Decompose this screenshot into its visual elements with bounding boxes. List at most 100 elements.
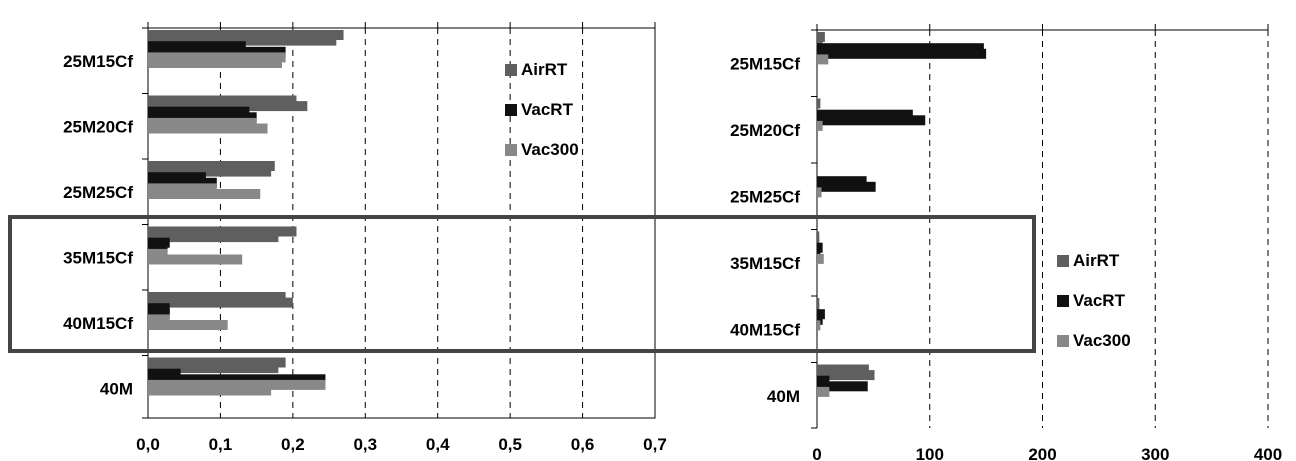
legend-label: AirRT <box>1073 251 1120 270</box>
bar-Vac300 <box>148 123 268 134</box>
x-tick-label: 400 <box>1254 445 1282 461</box>
bar-Vac300 <box>148 320 228 330</box>
bar-AirRT <box>817 303 820 314</box>
bar-Vac300 <box>817 320 821 331</box>
bar-Vac300 <box>817 54 829 65</box>
bar-VacRT <box>148 41 246 52</box>
bar-Vac300 <box>148 189 261 199</box>
plot-frame <box>147 27 656 419</box>
legend-swatch <box>505 104 517 116</box>
legend-label: VacRT <box>1073 291 1126 310</box>
bar-VacRT <box>817 309 825 320</box>
bar-VacRT <box>148 368 181 379</box>
bar-AirRT <box>148 166 272 177</box>
legend: AirRT VacRT Vac300 <box>1057 251 1131 350</box>
bar-AirRT <box>817 37 823 48</box>
x-tick-label: 0,5 <box>498 435 522 454</box>
bar-AirRT <box>148 292 286 302</box>
bar-VacRT <box>817 115 926 126</box>
bar-AirRT <box>817 32 825 42</box>
bar-Vac300 <box>148 314 170 325</box>
bar-VacRT <box>817 248 821 259</box>
category-label: 25M25Cf <box>63 183 133 202</box>
bar-VacRT <box>148 303 170 314</box>
bar-Vac300 <box>817 120 823 131</box>
bar-VacRT <box>817 381 868 392</box>
bar-AirRT <box>148 95 297 106</box>
bar-AirRT <box>817 298 820 308</box>
chart-panel-1: 0,0 0,1 0,2 0,3 0,4 0,5 0,6 0,7 25M15Cf 25M20Cf 25… <box>63 22 667 454</box>
category-label: 35M15Cf <box>63 248 133 267</box>
x-tick-label: 0,3 <box>353 435 377 454</box>
bar-AirRT <box>148 297 293 308</box>
bar-Vac300 <box>817 253 824 264</box>
bar-AirRT <box>148 357 286 368</box>
bar-AirRT <box>817 231 820 242</box>
bar-Vac300 <box>817 187 822 198</box>
x-tick-label: 100 <box>916 445 944 461</box>
bar-Vac300 <box>148 117 257 128</box>
bar-AirRT <box>148 226 297 237</box>
bar-AirRT <box>148 30 344 40</box>
x-tick-label: 0,1 <box>209 435 233 454</box>
bar-VacRT <box>817 109 913 120</box>
bar-VacRT <box>148 374 326 385</box>
highlight-box <box>8 215 1036 353</box>
legend-label: VacRT <box>521 100 574 119</box>
x-tick-label: 0,6 <box>571 435 595 454</box>
bar-AirRT <box>817 370 875 381</box>
category-label: 35M15Cf <box>730 254 800 273</box>
category-label: 25M15Cf <box>730 54 800 73</box>
x-tick-label: 0,0 <box>136 435 160 454</box>
legend-label: AirRT <box>521 60 568 79</box>
legend-swatch <box>1057 335 1069 347</box>
x-tick-label: 0 <box>812 445 821 461</box>
bar-VacRT <box>148 308 170 319</box>
bar-VacRT <box>148 106 250 117</box>
category-label: 25M15Cf <box>63 52 133 71</box>
bar-VacRT <box>148 112 257 123</box>
legend-swatch <box>505 64 517 76</box>
bar-AirRT <box>817 237 820 248</box>
bar-VacRT <box>817 314 823 325</box>
bar-VacRT <box>148 243 168 254</box>
bar-Vac300 <box>148 52 286 63</box>
bar-VacRT <box>148 172 206 183</box>
bar-VacRT <box>817 242 823 253</box>
x-tick-label: 0,2 <box>281 435 305 454</box>
bar-VacRT <box>148 177 217 188</box>
category-label: 40M <box>100 379 133 398</box>
category-label: 25M20Cf <box>63 117 133 136</box>
category-label: 25M20Cf <box>730 121 800 140</box>
bar-AirRT <box>148 101 308 112</box>
legend: AirRT VacRT Vac300 <box>505 60 579 159</box>
legend-swatch <box>1057 255 1069 267</box>
x-tick-label: 0,4 <box>426 435 450 454</box>
bar-Vac300 <box>148 254 243 265</box>
bar-AirRT <box>817 364 869 375</box>
bar-Vac300 <box>148 379 326 390</box>
bar-VacRT <box>817 375 830 386</box>
x-tick-label: 0,7 <box>643 435 667 454</box>
bar-VacRT <box>817 43 984 54</box>
category-label: 25M25Cf <box>730 187 800 206</box>
legend-swatch <box>1057 295 1069 307</box>
legend-swatch <box>505 144 517 156</box>
legend-label: Vac300 <box>521 140 579 159</box>
bar-Vac300 <box>817 386 830 397</box>
bar-AirRT <box>148 161 275 171</box>
bar-Vac300 <box>148 58 282 68</box>
chart-panel-2: 0 100 200 300 400 25M15Cf 25M20Cf 25M25Cf 35M15C… <box>730 24 1282 461</box>
bar-Vac300 <box>148 385 272 396</box>
bar-VacRT <box>148 46 286 57</box>
bar-AirRT <box>148 363 279 374</box>
bar-Vac300 <box>148 248 168 259</box>
bar-AirRT <box>817 98 821 109</box>
bar-AirRT <box>148 35 337 46</box>
x-tick-label: 300 <box>1141 445 1169 461</box>
bar-VacRT <box>817 176 867 187</box>
legend-label: Vac300 <box>1073 331 1131 350</box>
bar-VacRT <box>817 181 876 192</box>
category-label: 40M <box>767 387 800 406</box>
